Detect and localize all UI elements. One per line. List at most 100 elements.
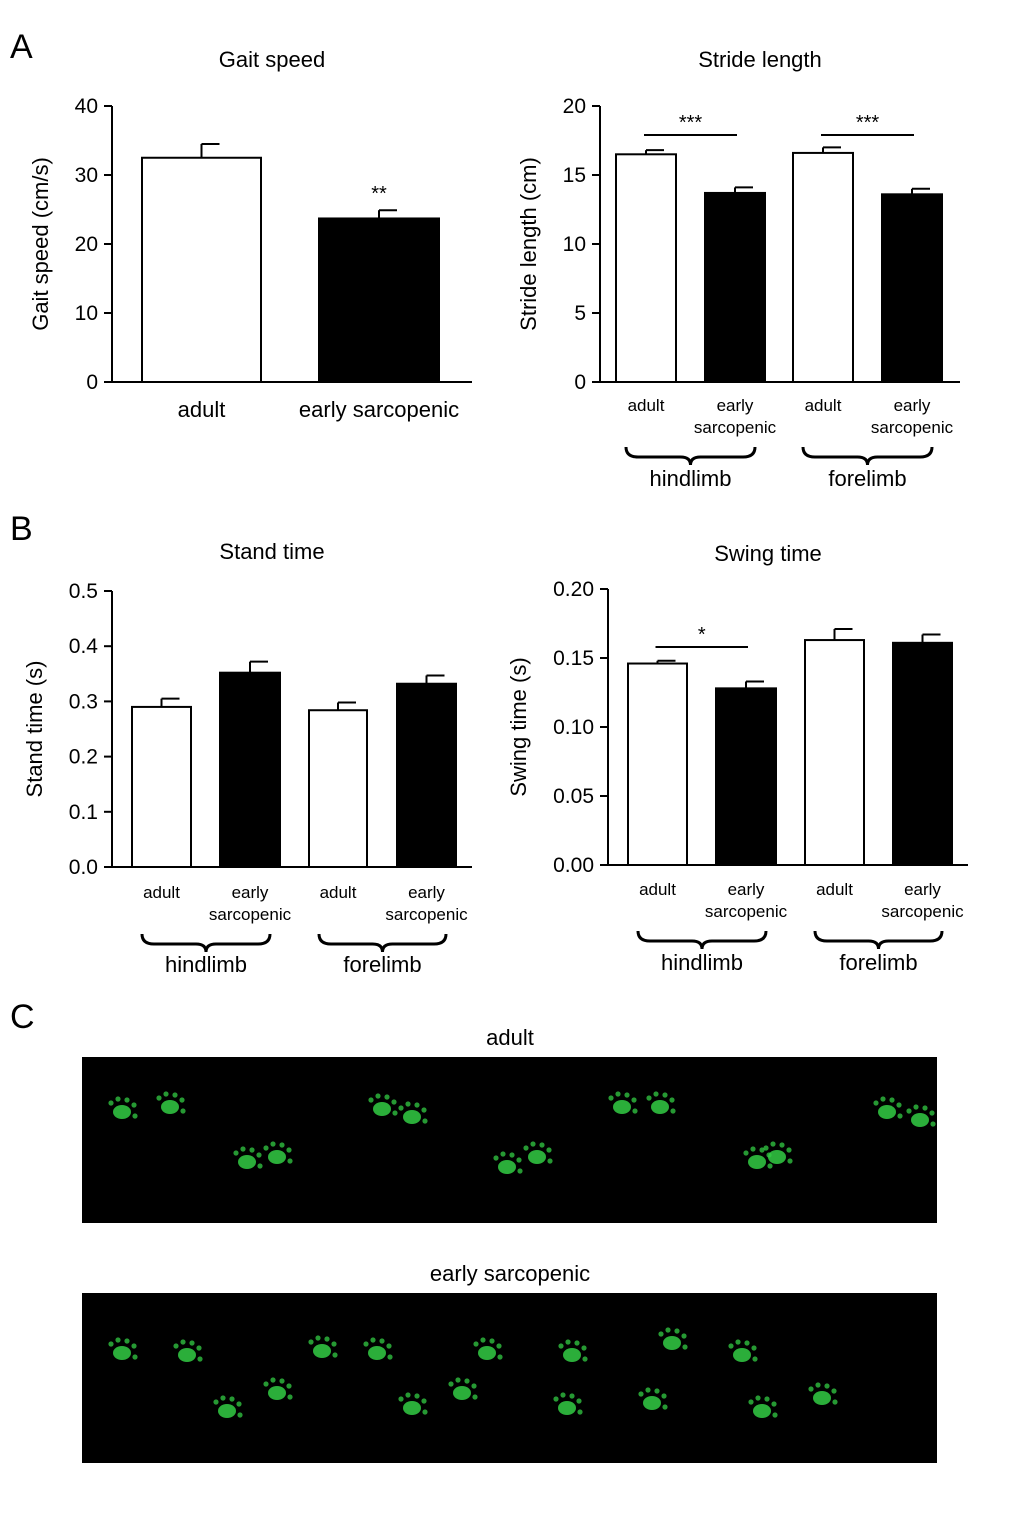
paw-pad [651, 1100, 669, 1114]
y-tick-label: 0.1 [69, 801, 98, 824]
gait-speed-chart: Gait speed Gait speed (cm/s) 0 10 20 30 40 adul… [28, 47, 472, 422]
paw-toe [287, 1394, 293, 1400]
paw-toe [180, 1339, 186, 1345]
paw-toe [832, 1399, 838, 1405]
paw-toe [546, 1147, 552, 1153]
paw-toe [767, 1163, 773, 1169]
paw-toe [577, 1409, 583, 1415]
paw-print [398, 1392, 428, 1415]
y-tick-label: 0 [86, 371, 98, 394]
paw-toe [213, 1399, 219, 1405]
paw-print [728, 1339, 758, 1362]
paw-toe [670, 1108, 676, 1114]
group-label: forelimb [839, 950, 917, 975]
paw-print [748, 1395, 778, 1418]
paw-toe [661, 1393, 667, 1399]
paw-toe [889, 1097, 895, 1103]
paw-toe [156, 1095, 162, 1101]
paw-toe [480, 1337, 486, 1343]
category-label-line: sarcopenic [705, 902, 788, 921]
paw-toe [287, 1158, 293, 1164]
panel-label-b: B [10, 510, 33, 548]
y-tick-label: 0.2 [69, 746, 98, 769]
paw-toe [405, 1392, 411, 1398]
paw-print [233, 1146, 263, 1169]
group-brace [140, 933, 272, 953]
strip-background [82, 1293, 937, 1463]
paw-toe [581, 1345, 587, 1351]
y-tick-label: 0.10 [553, 716, 594, 739]
paw-toe [759, 1147, 765, 1153]
group-label: forelimb [828, 466, 906, 491]
paw-toe [387, 1354, 393, 1360]
paw-toe [646, 1095, 652, 1101]
paw-pad [113, 1346, 131, 1360]
paw-pad [768, 1150, 786, 1164]
paw-toe [263, 1145, 269, 1151]
paw-label-lf: LF [307, 1187, 326, 1204]
panel-label-a: A [10, 28, 33, 66]
paw-toe [180, 1108, 186, 1114]
paw-print [263, 1141, 293, 1164]
category-label: adult [639, 880, 676, 899]
paw-toe [315, 1335, 321, 1341]
paw-label-lf: LF [809, 1187, 828, 1204]
y-tick-label: 0.15 [553, 647, 594, 670]
strip-background [82, 1057, 937, 1223]
paw-toe [414, 1102, 420, 1108]
panel-label-c: C [10, 998, 35, 1036]
paw-toe [196, 1345, 202, 1351]
category-label-line: adult [178, 397, 226, 422]
paw-toe [473, 1341, 479, 1347]
paw-toe [728, 1343, 734, 1349]
paw-label-rh: RH [653, 1069, 676, 1086]
paw-toe [173, 1343, 179, 1349]
paw-toe [569, 1393, 575, 1399]
paw-label-lh: LH [788, 1192, 808, 1209]
paw-toe [421, 1398, 427, 1404]
paw-toe [744, 1340, 750, 1346]
category-label: early sarcopenic [694, 396, 777, 437]
paw-toe [256, 1152, 262, 1158]
paw-pad [643, 1396, 661, 1410]
category-label: adult [805, 396, 842, 415]
paw-toe [681, 1333, 687, 1339]
paw-print [213, 1395, 243, 1418]
paw-toe [653, 1091, 659, 1097]
group-brace [813, 930, 944, 950]
bar [704, 191, 766, 383]
paw-print [363, 1337, 393, 1360]
y-tick-label: 15 [563, 164, 586, 187]
paw-print [173, 1339, 203, 1362]
paw-label-lh: LH [279, 1192, 299, 1209]
bar [792, 151, 854, 383]
bar [308, 709, 368, 868]
category-label: early sarcopenic [705, 880, 788, 921]
paw-toe [236, 1401, 242, 1407]
paw-print [906, 1104, 936, 1127]
paw-label-lh: LH [788, 1192, 808, 1209]
paw-toe [422, 1118, 428, 1124]
paw-toe [493, 1155, 499, 1161]
paw-toe [771, 1401, 777, 1407]
paw-toe [530, 1141, 536, 1147]
paw-toe [558, 1343, 564, 1349]
significance-marker: *** [856, 112, 880, 134]
y-tick-label: 5 [574, 302, 586, 325]
paw-pad [663, 1336, 681, 1350]
paw-toe [363, 1341, 369, 1347]
paw-toe [576, 1398, 582, 1404]
paw-toe [179, 1097, 185, 1103]
y-tick-label: 20 [75, 233, 98, 256]
category-label-line: adult [805, 396, 842, 415]
paw-toe [163, 1091, 169, 1097]
category-label-line: early [232, 883, 269, 902]
paw-pad [911, 1113, 929, 1127]
category-label: adult [178, 397, 226, 422]
paw-label-lf: LF [569, 1186, 588, 1203]
paw-toe [787, 1158, 793, 1164]
paw-toe [815, 1382, 821, 1388]
group-brace [636, 930, 768, 950]
paw-toe [582, 1356, 588, 1362]
paw-label-rf: RF [217, 1320, 239, 1337]
